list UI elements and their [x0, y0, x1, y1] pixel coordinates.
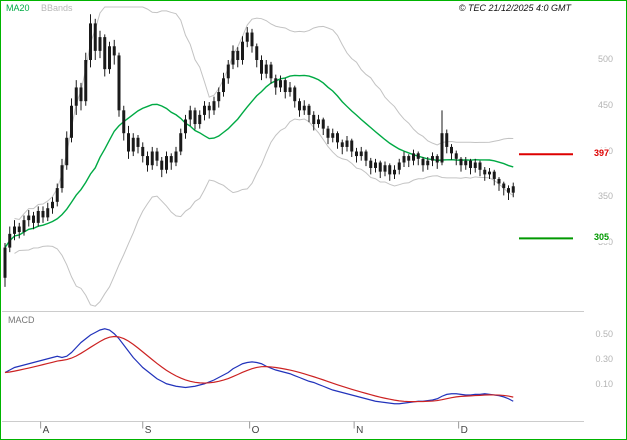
support-level-label: 305 [573, 232, 609, 244]
macd-axis-tick-030: 0.30 [595, 354, 613, 364]
month-label-november: N [356, 425, 364, 436]
resistance-level-label: 397 [573, 148, 609, 160]
month-label-december: D [460, 425, 468, 436]
month-label-october: O [251, 425, 260, 436]
legend-ma20-label: MA20 [6, 3, 30, 13]
macd-axis-tick-050: 0.50 [595, 329, 613, 339]
macd-panel-label: MACD [8, 315, 35, 325]
price-axis-tick-500: 500 [597, 54, 613, 64]
copyright-text: © TEC 21/12/2025 4:0 GMT [458, 3, 571, 13]
price-axis-tick-350: 350 [597, 191, 613, 202]
macd-axis-tick-010: 0.10 [595, 379, 613, 389]
legend: MA20 BBands [6, 3, 73, 14]
price-axis-tick-450: 450 [597, 99, 613, 110]
legend-bbands-label: BBands [41, 3, 73, 13]
month-label-september: S [144, 425, 152, 436]
month-label-august: A [42, 425, 50, 436]
